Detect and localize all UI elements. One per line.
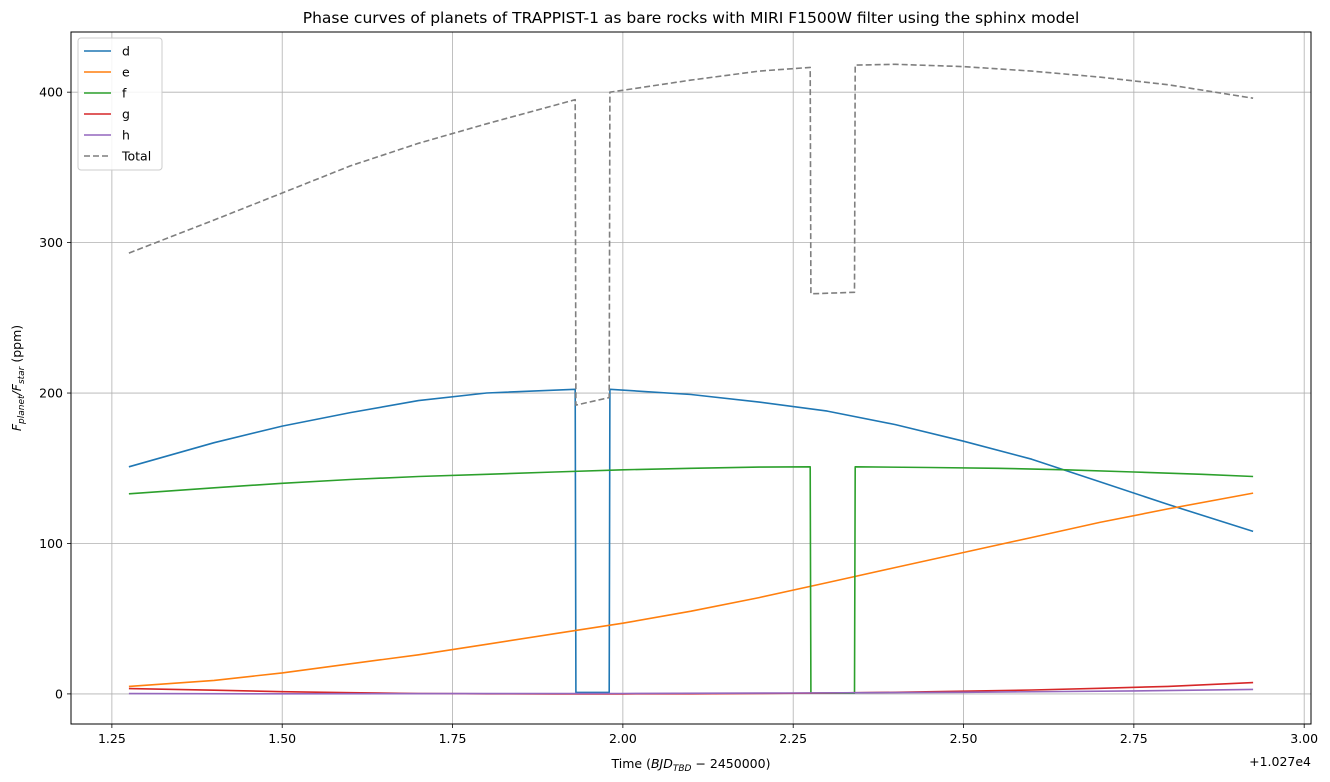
y-axis-label-sub1: planet bbox=[17, 395, 27, 425]
y-axis-label-unit: (ppm) bbox=[9, 325, 24, 367]
y-axis-label-sub2: star bbox=[17, 365, 27, 384]
series-lines bbox=[128, 63, 1254, 695]
x-tick-label: 1.25 bbox=[98, 731, 126, 746]
axis-ticks: 1.25 1.50 1.75 2.00 2.25 2.50 2.75 3.00 0 100 200 3… bbox=[39, 85, 1318, 746]
series-line-total bbox=[128, 63, 1254, 406]
y-tick-label: 300 bbox=[39, 235, 63, 250]
legend-label-h: h bbox=[122, 128, 130, 143]
legend-box bbox=[77, 37, 163, 171]
y-axis-label-f1: F bbox=[9, 423, 24, 431]
x-tick-label: 2.50 bbox=[950, 731, 978, 746]
x-tick-label: 1.75 bbox=[439, 731, 467, 746]
series-line-h bbox=[128, 688, 1254, 695]
y-tick-label: 400 bbox=[39, 85, 63, 100]
x-offset-label: +1.027e4 bbox=[1249, 754, 1311, 769]
y-axis-label: Fplanet/Fstar (ppm) bbox=[9, 325, 27, 431]
legend-label-g: g bbox=[122, 107, 130, 122]
legend-label-f: f bbox=[122, 86, 127, 101]
y-tick-label: 200 bbox=[39, 386, 63, 401]
x-axis-label-math: BJD bbox=[651, 756, 673, 771]
x-tick-label: 3.00 bbox=[1290, 731, 1318, 746]
series-line-e bbox=[128, 492, 1254, 688]
x-tick-label: 1.50 bbox=[268, 731, 296, 746]
x-axis-label-main: Time ( bbox=[611, 756, 651, 771]
y-axis-label-f2: /F bbox=[9, 383, 24, 396]
legend-label-total: Total bbox=[121, 149, 151, 164]
y-tick-label: 0 bbox=[55, 686, 63, 701]
x-tick-label: 2.00 bbox=[609, 731, 637, 746]
x-axis-label: Time (BJDTBD − 2450000) bbox=[611, 756, 771, 774]
x-axis-label-subscript: TBD bbox=[673, 764, 692, 774]
x-tick-label: 2.75 bbox=[1120, 731, 1148, 746]
legend-label-e: e bbox=[122, 65, 130, 80]
y-tick-label: 100 bbox=[39, 536, 63, 551]
series-line-f bbox=[128, 466, 1254, 694]
legend-label-d: d bbox=[122, 44, 130, 59]
x-axis-label-tail: − 2450000) bbox=[691, 756, 770, 771]
chart-title: Phase curves of planets of TRAPPIST-1 as… bbox=[303, 9, 1080, 27]
x-tick-label: 2.25 bbox=[779, 731, 807, 746]
plot-frame bbox=[70, 31, 1312, 725]
